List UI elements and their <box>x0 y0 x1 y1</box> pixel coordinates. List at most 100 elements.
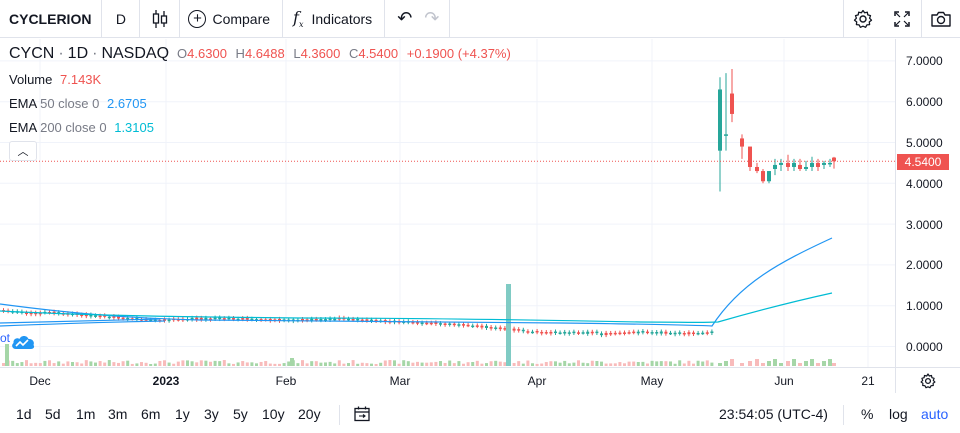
range-5d[interactable]: 5d <box>45 406 61 422</box>
candle-body <box>822 162 826 165</box>
volume-bar <box>549 361 553 366</box>
compare-button[interactable]: + Compare <box>180 0 284 38</box>
fx-icon: fx <box>293 7 304 30</box>
volume-bar <box>816 363 820 366</box>
volume-bar <box>452 363 456 366</box>
volume-bar <box>388 360 392 366</box>
range-1y[interactable]: 1y <box>175 406 190 422</box>
volume-bar <box>457 361 461 366</box>
volume-bar <box>71 362 74 366</box>
volume-bar <box>107 360 111 366</box>
candle-body <box>103 315 107 317</box>
axis-settings-button[interactable] <box>895 367 960 393</box>
volume-bar <box>61 363 65 366</box>
volume-bar <box>673 363 677 366</box>
candle-body <box>466 324 470 327</box>
candle-body <box>710 331 714 334</box>
volume-bar <box>15 363 19 366</box>
fullscreen-button[interactable] <box>882 0 921 38</box>
symbol-search-button[interactable]: CYCLERION <box>0 0 103 38</box>
candle-body <box>724 134 728 136</box>
range-3m[interactable]: 3m <box>108 406 128 422</box>
range-1m[interactable]: 1m <box>76 406 96 422</box>
candle-body <box>798 164 802 170</box>
candle-body <box>792 162 796 167</box>
candle-body <box>213 317 217 320</box>
volume-bar <box>324 362 327 366</box>
volume-bar <box>227 363 231 366</box>
chart-pane[interactable] <box>0 39 895 367</box>
date-range-button[interactable] <box>353 405 371 428</box>
log-toggle[interactable]: log <box>889 406 908 422</box>
volume-bar <box>650 360 654 366</box>
volume-bar <box>397 363 401 366</box>
candle-body <box>517 329 521 331</box>
candle-body <box>572 331 576 334</box>
auto-toggle[interactable]: auto <box>921 406 949 422</box>
candle-body <box>153 319 157 322</box>
time-axis[interactable]: Dec 2023 Feb Mar Apr May Jun 21 <box>0 367 895 393</box>
candle-body <box>664 331 668 334</box>
candle-body <box>38 312 42 315</box>
volume-bar <box>429 362 433 366</box>
volume-bar <box>89 361 93 366</box>
ema50-legend[interactable]: EMA 50 close 0 2.6705 <box>9 96 147 111</box>
volume-legend[interactable]: Volume 7.143K <box>9 72 101 87</box>
volume-bar <box>393 360 396 366</box>
candle-body <box>347 318 350 321</box>
candle-body <box>434 322 438 324</box>
chart-style-button[interactable] <box>140 0 181 38</box>
volume-bar <box>420 362 424 366</box>
legend-ticker[interactable]: CYCN <box>9 45 55 62</box>
candle-body <box>360 319 364 322</box>
open-label: O <box>177 46 188 61</box>
volume-bar <box>255 363 258 366</box>
candle-body <box>804 166 808 170</box>
volume-bar <box>144 362 148 366</box>
volume-bar <box>383 360 387 366</box>
ema200-legend[interactable]: EMA 200 close 0 1.3105 <box>9 120 154 135</box>
range-5y[interactable]: 5y <box>233 406 248 422</box>
range-6m[interactable]: 6m <box>141 406 161 422</box>
price-axis[interactable]: 7.0000 6.0000 5.0000 4.0000 3.0000 2.000… <box>895 39 960 367</box>
range-10y[interactable]: 10y <box>262 406 285 422</box>
interval-button[interactable]: D <box>102 0 141 38</box>
volume-bar <box>365 363 369 366</box>
settings-button[interactable] <box>843 0 882 38</box>
percent-toggle[interactable]: % <box>861 406 874 422</box>
ema50-line <box>0 320 166 327</box>
range-20y[interactable]: 20y <box>298 406 321 422</box>
redo-icon[interactable]: ↷ <box>424 8 440 28</box>
change-value: +0.1900 (+4.37%) <box>406 46 511 61</box>
range-3y[interactable]: 3y <box>204 406 219 422</box>
candle-body <box>411 321 415 324</box>
time-tick: Jun <box>774 374 794 388</box>
volume-bar <box>506 284 511 366</box>
volume-bar <box>480 363 484 366</box>
collapse-legend-button[interactable]: ︿ <box>9 141 37 161</box>
indicators-button[interactable]: fx Indicators <box>283 0 386 38</box>
volume-bar <box>779 363 783 366</box>
volume-bar <box>489 361 493 366</box>
candle-body <box>581 332 585 334</box>
candle-body <box>779 162 783 165</box>
candle-body <box>828 162 832 165</box>
candle-body <box>222 318 226 320</box>
ema200-params: 200 close 0 <box>40 120 107 135</box>
volume-bar <box>342 363 346 366</box>
price-chart[interactable] <box>0 39 895 367</box>
candle-body <box>623 332 626 334</box>
volume-bar <box>443 362 447 366</box>
undo-icon[interactable]: ↶ <box>397 8 413 28</box>
candle-body <box>590 331 594 334</box>
screenshot-button[interactable] <box>921 0 960 38</box>
range-1d[interactable]: 1d <box>16 406 32 422</box>
clock-display[interactable]: 23:54:05 (UTC-4) <box>719 406 828 422</box>
volume-bar <box>190 361 194 366</box>
volume-bar <box>718 363 722 366</box>
volume-bar <box>273 363 277 366</box>
tradingview-logo[interactable] <box>10 333 36 356</box>
price-tick: 2.0000 <box>906 258 943 272</box>
candle-body <box>227 317 231 320</box>
candle-body <box>324 319 327 321</box>
